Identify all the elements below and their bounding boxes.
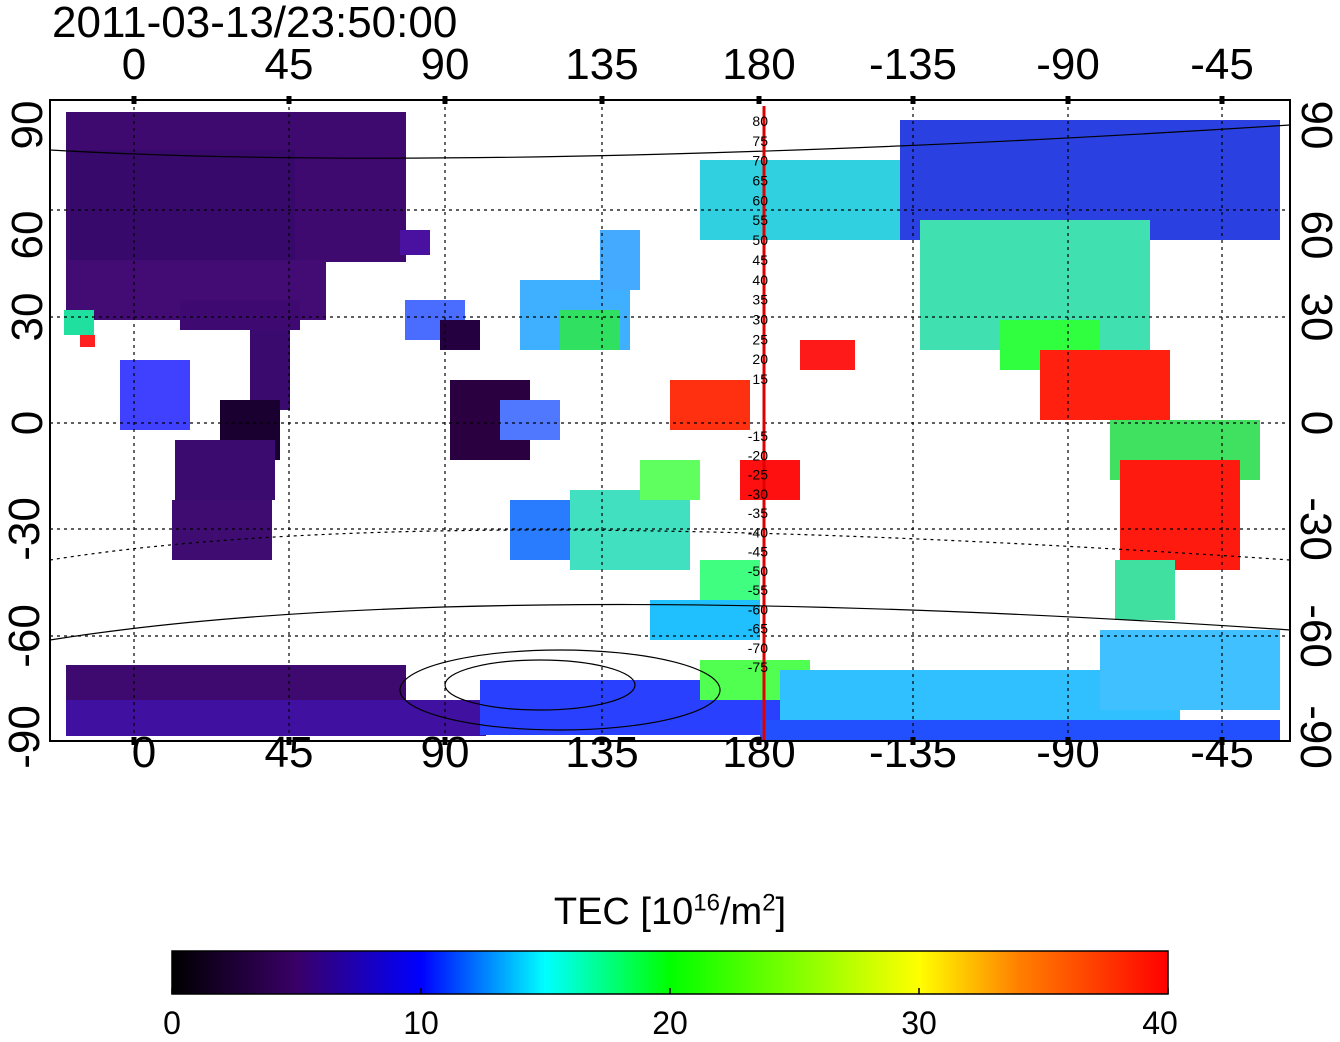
bottom-lon-label: 45 — [264, 728, 314, 777]
meridian-label: 50 — [752, 232, 768, 248]
bottom-lon-label: 90 — [420, 728, 470, 777]
meridian-label: -15 — [748, 428, 768, 444]
meridian-label: -20 — [748, 447, 768, 463]
colorbar-tick-label: 10 — [403, 1005, 439, 1041]
meridian-labels: 80 75 70 65 60 55 50 45 40 35 30 25 20 15 -15 -20 -25 -30… — [748, 113, 768, 675]
africa-europe-low — [64, 310, 290, 560]
meridian-label: -25 — [748, 467, 768, 483]
meridian-label: -70 — [748, 640, 768, 656]
top-lon-label: 135 — [565, 40, 639, 89]
colorbar-ticks — [171, 988, 1169, 994]
meridian-label: -30 — [748, 486, 768, 502]
meridian-label: 30 — [752, 311, 768, 327]
americas-region — [700, 120, 1280, 620]
meridian-label: 75 — [752, 133, 768, 149]
colorbar-tick-label: 0 — [163, 1005, 181, 1041]
bottom-lon-label: 0 — [131, 728, 157, 777]
meridian-label: -60 — [748, 601, 768, 617]
meridian-label: 15 — [752, 371, 768, 387]
meridian-label: -50 — [748, 563, 768, 579]
top-lon-label: 45 — [264, 40, 314, 89]
bottom-lon-label: 135 — [565, 728, 639, 777]
meridian-label: 25 — [752, 331, 768, 347]
meridian-label: -75 — [748, 659, 768, 675]
meridian-label: -55 — [748, 582, 768, 598]
top-lon-label: 0 — [121, 40, 147, 89]
top-lon-label: -135 — [868, 40, 958, 89]
colorbar-title-prefix: TEC [10 — [553, 891, 694, 933]
meridian-label: -35 — [748, 505, 768, 521]
top-lon-label: 180 — [722, 40, 796, 89]
colorbar-tick-label: 30 — [901, 1005, 937, 1041]
meridian-label: -40 — [748, 524, 768, 540]
polar-cap-north — [66, 112, 406, 330]
top-lon-label: -90 — [1036, 40, 1100, 89]
graticule-grid — [50, 100, 1290, 741]
polar-cap-south — [66, 630, 1280, 740]
colorbar-title: TEC [1016/m2] — [0, 890, 1340, 934]
meridian-label: 80 — [752, 113, 768, 129]
pacific-south — [510, 340, 855, 640]
meridian-label: 55 — [752, 212, 768, 228]
meridian-label: -65 — [748, 621, 768, 637]
meridian-label: 60 — [752, 192, 768, 208]
colorbar-title-exponent: 16 — [693, 889, 720, 917]
magnetic-contours — [50, 124, 1290, 731]
top-lon-label: -45 — [1190, 40, 1254, 89]
meridian-label: 65 — [752, 173, 768, 189]
colorbar-title-unit: /m — [719, 891, 763, 933]
meridian-label: 70 — [752, 153, 768, 169]
colorbar-tick-label: 20 — [652, 1005, 688, 1041]
meridian-label: 20 — [752, 351, 768, 367]
top-lon-label: 90 — [420, 40, 470, 89]
meridian-label: -45 — [748, 544, 768, 560]
meridian-label: 40 — [752, 272, 768, 288]
timestamp-title: 2011-03-13/23:50:00 — [52, 0, 458, 47]
colorbar-tick-label: 40 — [1142, 1005, 1178, 1041]
asia-region — [400, 230, 640, 460]
tec-data-layer — [50, 100, 1290, 741]
colorbar-title-suffix: ] — [775, 891, 787, 933]
meridian-label: 35 — [752, 292, 768, 308]
colorbar-gradient — [171, 950, 1169, 995]
meridian-label: 45 — [752, 252, 768, 268]
colorbar-title-exponent: 2 — [762, 889, 776, 917]
map-frame — [49, 99, 1291, 742]
